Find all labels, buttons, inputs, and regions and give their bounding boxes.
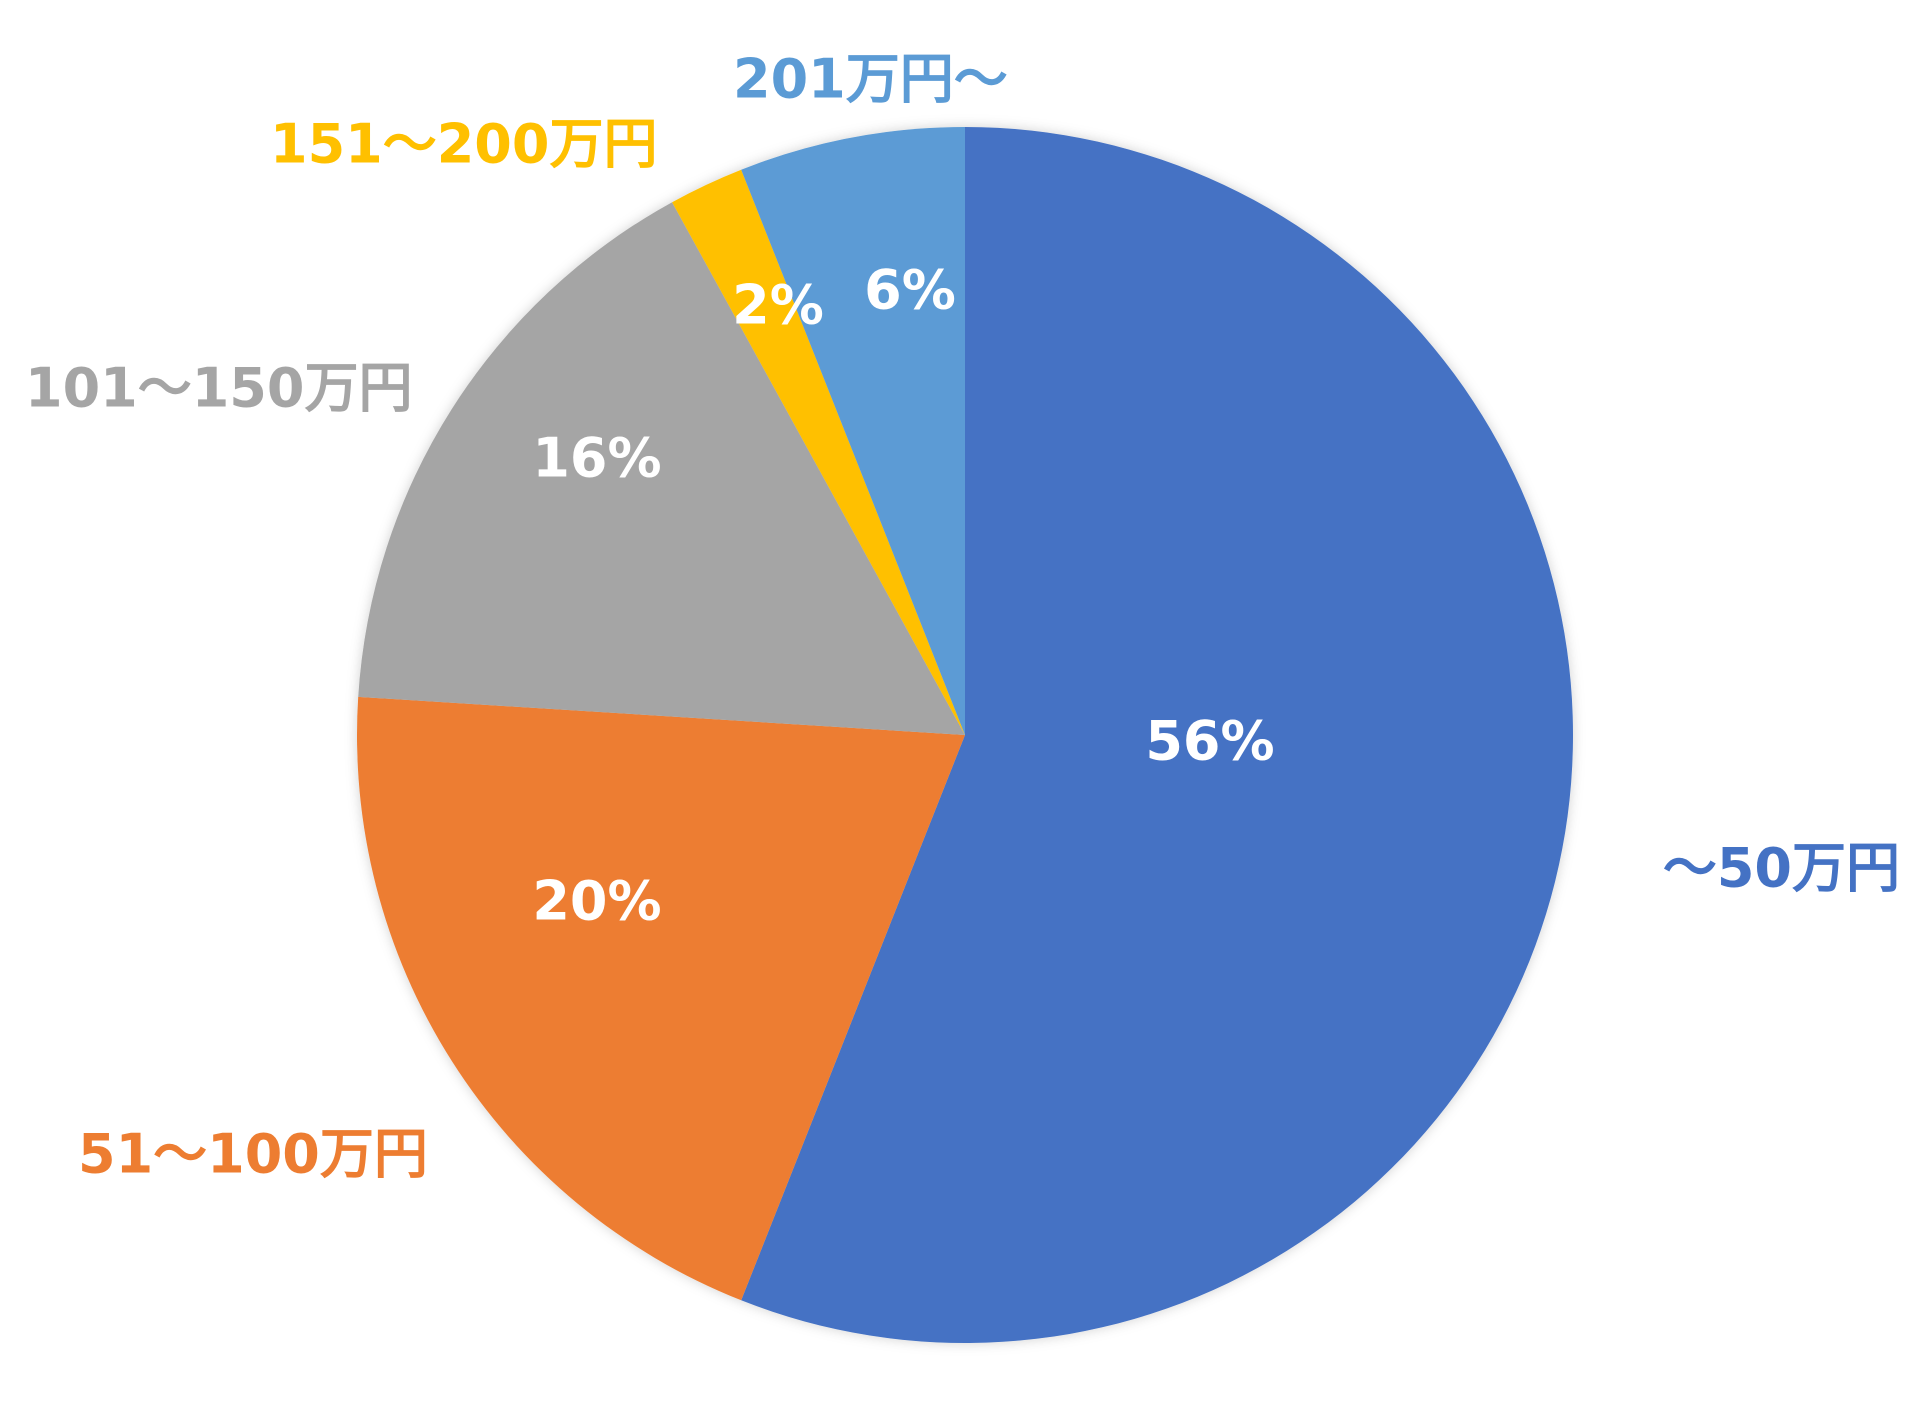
pie-data-label-1: 56% bbox=[1145, 710, 1274, 773]
pie-slice-2 bbox=[356, 696, 965, 1301]
pie-data-label-3: 16% bbox=[532, 427, 661, 490]
pie-slice-3 bbox=[358, 202, 966, 735]
pie-slice-4 bbox=[672, 169, 965, 735]
pie-category-label-1: ～50万円 bbox=[1663, 837, 1900, 900]
pie-slices bbox=[356, 127, 1573, 1343]
pie-category-label-2: 51～100万円 bbox=[78, 1123, 428, 1186]
pie-category-labels: ～50万円 51～100万円 101～150万円 151～200万円 201万円～ bbox=[25, 48, 1900, 1186]
pie-data-label-2: 20% bbox=[532, 870, 661, 933]
pie-data-label-4: 2% bbox=[732, 274, 824, 337]
pie-slice-5 bbox=[741, 127, 965, 735]
pie-category-label-3: 101～150万円 bbox=[25, 357, 412, 420]
pie-data-label-5: 6% bbox=[864, 259, 956, 322]
pie-slice-1 bbox=[741, 127, 1573, 1343]
pie-data-labels: 56% 20% 16% 2% 6% bbox=[532, 259, 1274, 933]
pie-category-label-4: 151～200万円 bbox=[270, 113, 657, 176]
pie-category-label-5: 201万円～ bbox=[733, 48, 1008, 111]
